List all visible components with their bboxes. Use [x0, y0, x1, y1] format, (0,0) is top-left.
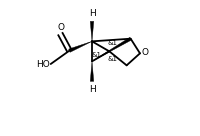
Text: HO: HO — [36, 60, 49, 69]
Text: &1: &1 — [107, 40, 117, 46]
Polygon shape — [92, 37, 131, 61]
Text: H: H — [89, 85, 95, 94]
Text: O: O — [141, 48, 148, 57]
Polygon shape — [90, 61, 94, 81]
Polygon shape — [90, 21, 94, 41]
Text: &1: &1 — [91, 52, 101, 58]
Text: &1: &1 — [107, 56, 117, 62]
Polygon shape — [69, 41, 92, 52]
Text: O: O — [58, 23, 65, 32]
Text: H: H — [89, 9, 95, 18]
